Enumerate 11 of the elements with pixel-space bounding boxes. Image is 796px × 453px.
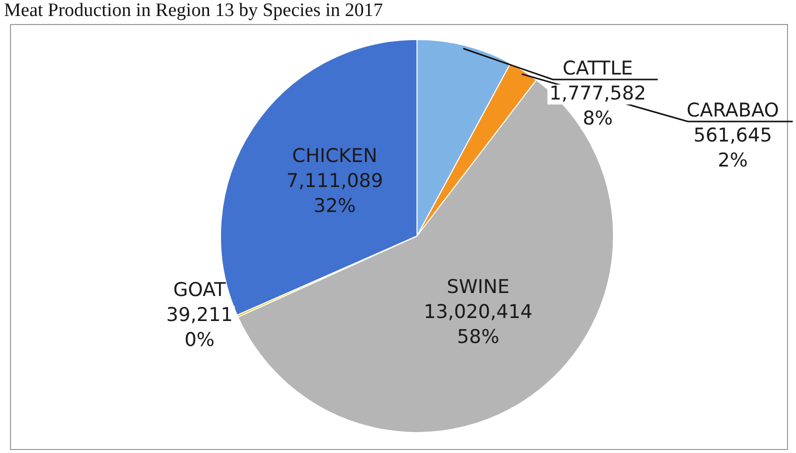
- data-label: 39,211 0%: [166, 304, 233, 351]
- data-label: 1,777,582 8%: [549, 82, 646, 130]
- slice-label: GOAT: [173, 278, 226, 301]
- slice-label: CHICKEN: [292, 145, 378, 168]
- chart-title: Meat Production in Region 13 by Species in 2017: [3, 0, 384, 22]
- data-label: 13,020,414 58%: [424, 300, 533, 348]
- slice-label: CARABAO: [686, 99, 779, 122]
- data-label: 7,111,089 32%: [286, 170, 384, 218]
- data-label: 561,645 2%: [693, 124, 772, 172]
- slice-label: CATTLE: [562, 57, 633, 80]
- slice-label: SWINE: [446, 276, 510, 298]
